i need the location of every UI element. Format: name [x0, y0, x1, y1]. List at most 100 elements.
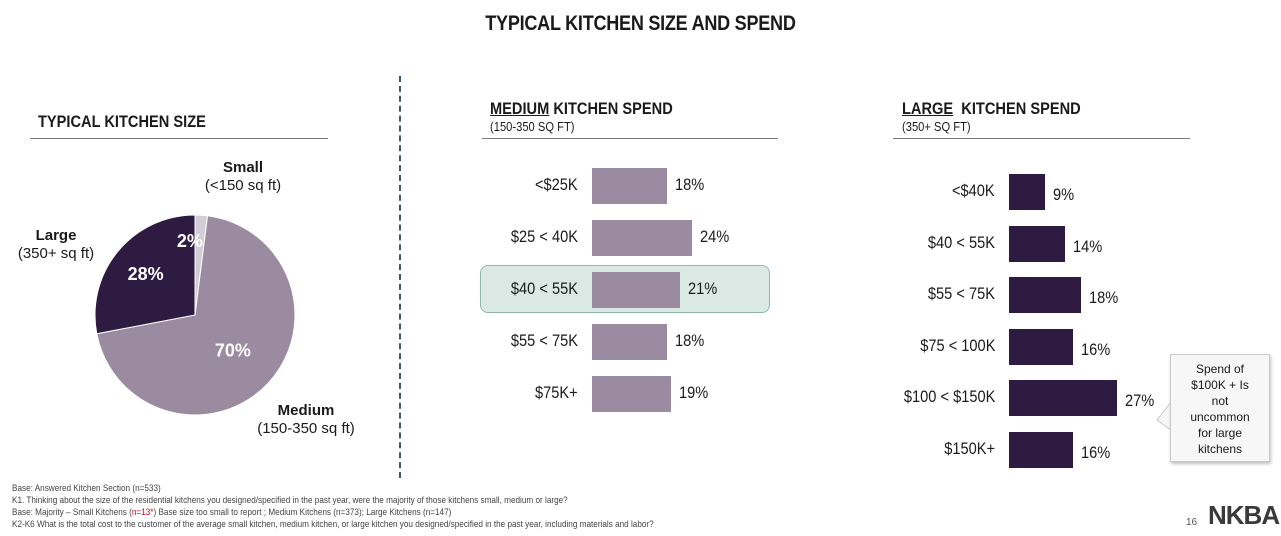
- medium-section-subtitle-text: (150-350 SQ FT): [490, 119, 575, 134]
- bar: [1009, 380, 1117, 416]
- callout-line: for large: [1197, 426, 1243, 440]
- callout-line: $100K + Is: [1191, 378, 1249, 392]
- page-title-text: TYPICAL KITCHEN SIZE AND SPEND: [485, 12, 796, 35]
- pie-label-large-range: (350+ sq ft): [17, 245, 95, 262]
- medium-section-rule: [482, 138, 778, 139]
- section-divider: [399, 76, 401, 478]
- bar: [1009, 225, 1065, 262]
- kitchen-size-pie: 2% 70% 28%: [94, 214, 296, 416]
- callout-box: Spend of $100K + Is not uncommon for lar…: [1170, 354, 1270, 462]
- medium-section-subtitle: (150-350 SQ FT): [490, 119, 588, 134]
- bar: [592, 376, 672, 412]
- bar-category-label: $40 < 55K: [418, 279, 578, 299]
- bar-category-label: $40 < 55K: [835, 233, 995, 253]
- bar-value-label-text: 16%: [1081, 442, 1111, 462]
- large-section-subtitle-text: (350+ SQ FT): [902, 119, 971, 134]
- bar-value-label-text: 16%: [1081, 339, 1111, 359]
- footnote-k1-text: K1. Thinking about the size of the resid…: [12, 495, 568, 506]
- footnote-base-majority-red: n=13*: [131, 507, 154, 518]
- bar-category-label-text: $150K+: [944, 438, 995, 458]
- footnote-base-majority: Base: Majority – Small Kitchens (n=13*) …: [12, 507, 523, 518]
- bar-category-label-text: $40 < 55K: [510, 279, 578, 298]
- medium-title-underlined: MEDIUM: [490, 99, 550, 118]
- bar-value-label-text: 14%: [1073, 236, 1103, 256]
- bar-category-label-text: $75K+: [535, 383, 578, 402]
- size-section-title: TYPICAL KITCHEN SIZE: [38, 112, 233, 132]
- bar-value-label: 18%: [1089, 288, 1123, 308]
- bar-value-label-text: 21%: [687, 279, 717, 298]
- large-section-rule: [893, 138, 1190, 139]
- bar-value-label: 18%: [675, 331, 709, 351]
- bar-category-label: $55 < 75K: [835, 284, 995, 304]
- pie-labels: 2% 70% 28%: [128, 231, 251, 360]
- footnote-base-text: Base: Answered Kitchen Section (n=533): [12, 483, 161, 494]
- page-title: TYPICAL KITCHEN SIZE AND SPEND: [0, 12, 1281, 36]
- pie-label-medium-range: (150-350 sq ft): [257, 420, 355, 437]
- medium-section-title: MEDIUM KITCHEN SPEND: [490, 99, 703, 119]
- bar-value-label-text: 18%: [675, 331, 705, 350]
- footnote-k2-k6-text: K2-K6 What is the total cost to the cust…: [12, 519, 654, 530]
- pie-label-large-name: Large: [35, 227, 77, 244]
- bar-category-label: $55 < 75K: [418, 331, 578, 351]
- pie-slice-medium: [96, 215, 296, 416]
- bar-category-label-text: $75 < 100K: [919, 335, 995, 355]
- callout-line: uncommon: [1190, 410, 1250, 424]
- pie-slice-large: [94, 214, 196, 335]
- bar-value-label: 9%: [1053, 185, 1078, 205]
- bar-value-label-text: 27%: [1125, 391, 1155, 410]
- bar: [1009, 328, 1073, 365]
- bar-category-label: <$25K: [418, 175, 578, 195]
- medium-title-rest: KITCHEN SPEND: [549, 99, 673, 118]
- bar-value-label: 18%: [675, 175, 709, 195]
- large-title-underlined: LARGE: [902, 99, 954, 118]
- bar: [592, 168, 667, 204]
- pie-value-label-small: 2%: [177, 231, 203, 251]
- large-title-rest: KITCHEN SPEND: [953, 99, 1081, 118]
- bar-category-label-text: <$40K: [952, 181, 995, 200]
- bar-category-label: $75 < 100K: [835, 336, 995, 356]
- bar-value-label: 24%: [700, 227, 734, 247]
- bar-category-label-text: <$25K: [535, 175, 578, 194]
- bar-value-label-text: 18%: [675, 175, 705, 194]
- pie-value-label-medium: 70%: [215, 341, 251, 361]
- bar: [592, 272, 680, 308]
- bar-value-label: 21%: [688, 279, 722, 299]
- pie-label-small: Small (<150 sq ft): [198, 159, 288, 195]
- nkba-logo-text: NKBA: [1208, 500, 1280, 530]
- pie-label-medium-name: Medium: [277, 402, 335, 419]
- bar-value-label-text: 9%: [1053, 185, 1075, 204]
- footnote-k1: K1. Thinking about the size of the resid…: [12, 495, 658, 506]
- size-section-rule: [30, 138, 328, 139]
- pie-label-large: Large (350+ sq ft): [14, 227, 98, 263]
- bar-value-label: 14%: [1073, 237, 1107, 257]
- bar-category-label: $25 < 40K: [418, 227, 578, 247]
- large-section-title: LARGE KITCHEN SPEND: [902, 99, 1110, 119]
- nkba-logo: NKBA: [1208, 500, 1280, 531]
- bar-value-label-text: 24%: [700, 227, 730, 246]
- pie-label-medium: Medium (150-350 sq ft): [256, 402, 356, 438]
- bar-category-label-text: $55 < 75K: [510, 331, 578, 350]
- bar-category-label-text: $100 < $150K: [903, 387, 995, 406]
- bar-category-label-text: $55 < 75K: [927, 284, 995, 303]
- bar-category-label: $100 < $150K: [835, 387, 995, 407]
- page-number: 16: [1186, 517, 1198, 528]
- large-section-subtitle: (350+ SQ FT): [902, 119, 982, 134]
- bar: [1009, 277, 1081, 313]
- callout-line: Spend of: [1195, 362, 1245, 376]
- pie-label-small-range: (<150 sq ft): [204, 177, 282, 194]
- pie-value-label-large: 28%: [128, 264, 164, 284]
- bar-value-label: 16%: [1081, 443, 1115, 463]
- bar-category-label-text: $40 < 55K: [927, 232, 995, 252]
- bar-category-label: <$40K: [835, 181, 995, 201]
- bar-value-label: 16%: [1081, 340, 1115, 360]
- pie-slices: [94, 214, 296, 416]
- bar: [592, 324, 667, 360]
- size-section-title-text: TYPICAL KITCHEN SIZE: [38, 112, 206, 131]
- footnote-base-majority-c: ) Base size too small to report ; Medium…: [153, 507, 452, 518]
- callout-line: kitchens: [1197, 442, 1243, 456]
- bar-category-label: $150K+: [835, 439, 995, 459]
- bar-value-label-text: 19%: [679, 383, 709, 402]
- bar: [1009, 431, 1073, 468]
- bar-category-label: $75K+: [418, 383, 578, 403]
- bar: [1009, 174, 1045, 210]
